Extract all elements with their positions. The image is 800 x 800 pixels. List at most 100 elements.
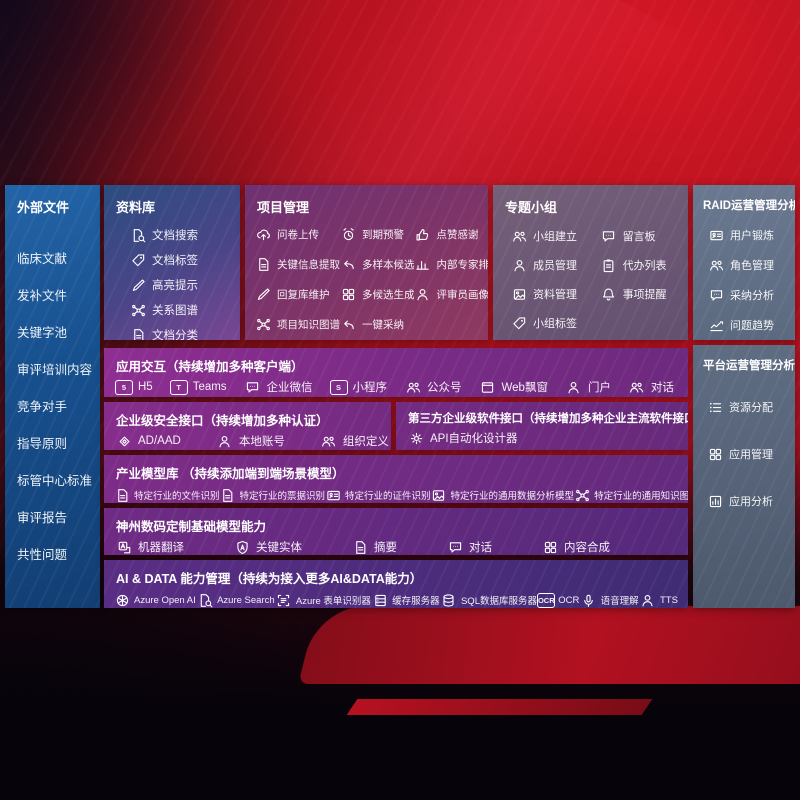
- item-internal-expert-ranking[interactable]: 内部专家排名: [415, 256, 488, 272]
- teams-icon: T: [169, 379, 188, 395]
- item-relation-graph[interactable]: 关系图谱: [130, 302, 240, 318]
- industry-model-title: 产业模型库 （持续添加端到端场景模型）: [116, 467, 345, 481]
- item-summary[interactable]: 摘要: [352, 539, 397, 555]
- item-user-training[interactable]: 用户锻炼: [708, 227, 795, 243]
- item-teams[interactable]: T Teams: [169, 379, 227, 395]
- item-reviewer-profile[interactable]: 评审员画像: [415, 286, 488, 302]
- item-label: 点赞感谢: [436, 228, 479, 241]
- item-label: 摘要: [374, 542, 397, 554]
- security-interface-title: 企业级安全接口（持续增加多种认证）: [116, 414, 329, 428]
- item-doc-classify[interactable]: 文档分类: [130, 327, 240, 340]
- item-review-reports[interactable]: 审评报告: [17, 507, 100, 526]
- item-web-popup[interactable]: Web飘窗: [480, 379, 548, 395]
- official-account-icon: [405, 379, 421, 395]
- item-sql-db-server[interactable]: SQL数据库服务器: [441, 592, 537, 608]
- item-doc-search[interactable]: 文档搜索: [130, 227, 240, 243]
- item-guidelines[interactable]: 指导原则: [17, 433, 100, 452]
- item-group-tags[interactable]: 小组标签: [511, 315, 601, 331]
- ai-data-list: Azure Open AI Azure Search Azure 表单识别器 缓…: [104, 588, 688, 608]
- item-wecom[interactable]: 企业微信: [245, 379, 313, 395]
- item-highlight-tips[interactable]: 高亮提示: [130, 277, 240, 293]
- industry-model-list: 特定行业的文件识别 特定行业的票据识别 特定行业的证件识别 特定行业的通用数据分…: [104, 483, 688, 503]
- item-machine-translation[interactable]: 机器翻译: [116, 539, 184, 555]
- item-expiry-warning[interactable]: 到期预警: [340, 226, 415, 242]
- item-todo-list[interactable]: 代办列表: [601, 257, 682, 273]
- item-industry-file-recognition[interactable]: 特定行业的文件识别: [114, 487, 220, 503]
- multi-candidate-generation-icon: [340, 286, 356, 302]
- item-content-synthesis[interactable]: 内容合成: [542, 539, 610, 555]
- item-label: TTS: [659, 594, 678, 606]
- item-label: Web飘窗: [501, 382, 548, 394]
- security-interface-row: 企业级安全接口（持续增加多种认证） AD/AAD 本地账号 组织定义: [104, 402, 391, 450]
- item-ad-aad[interactable]: AD/AAD: [116, 433, 181, 449]
- item-adoption-analysis[interactable]: 采纳分析: [708, 287, 795, 303]
- item-label: 关键信息提取: [277, 258, 340, 271]
- item-key-entities[interactable]: 关键实体: [234, 539, 302, 555]
- item-like-thanks[interactable]: 点赞感谢: [415, 226, 489, 242]
- item-label: 门户: [587, 382, 611, 394]
- item-keyword-pool[interactable]: 关键字池: [17, 322, 100, 341]
- relation-graph-icon: [130, 302, 146, 318]
- item-miniprogram[interactable]: S 小程序: [329, 379, 387, 395]
- item-app-analysis[interactable]: 应用分析: [707, 493, 795, 509]
- item-group-creation[interactable]: 小组建立: [511, 228, 601, 244]
- local-account-icon: [217, 433, 233, 449]
- item-member-management[interactable]: 成员管理: [511, 257, 601, 273]
- item-one-click-adopt[interactable]: 一键采纳: [340, 316, 415, 332]
- item-voice-understanding[interactable]: 语音理解: [581, 592, 639, 608]
- item-label: 特定行业的票据识别: [239, 491, 326, 502]
- item-industry-bill-recognition[interactable]: 特定行业的票据识别: [220, 487, 326, 503]
- item-common-issues[interactable]: 共性问题: [17, 544, 100, 563]
- item-label: 对话: [650, 382, 674, 394]
- item-standards-center-standards[interactable]: 标管中心标准: [17, 470, 100, 489]
- item-material-management[interactable]: 资料管理: [511, 286, 601, 302]
- item-role-management[interactable]: 角色管理: [708, 257, 795, 273]
- item-official-account[interactable]: 公众号: [405, 379, 462, 395]
- item-local-account[interactable]: 本地账号: [217, 433, 285, 449]
- item-industry-data-analysis-model[interactable]: 特定行业的通用数据分析模型: [431, 487, 574, 503]
- doc-tags-icon: [130, 252, 146, 268]
- item-azure-openai[interactable]: Azure Open AI: [114, 592, 196, 608]
- background-red-shape: [298, 606, 800, 684]
- item-industry-knowledge-graph-model[interactable]: 特定行业的通用知识图谱模型: [574, 487, 688, 503]
- item-questionnaire-upload[interactable]: 问卷上传: [255, 226, 340, 242]
- item-cache-server[interactable]: 缓存服务器: [372, 592, 440, 608]
- item-api-auto-designer[interactable]: API自动化设计器: [408, 430, 518, 446]
- base-model-title: 神州数码定制基础模型能力: [116, 520, 267, 534]
- item-message-board[interactable]: 留言板: [601, 228, 682, 244]
- item-resource-allocation[interactable]: 资源分配: [707, 399, 795, 415]
- item-org-definition[interactable]: 组织定义: [321, 433, 389, 449]
- item-supplement-files[interactable]: 发补文件: [17, 285, 100, 304]
- sql-db-server-icon: [441, 592, 457, 608]
- item-dialogue-model[interactable]: 对话: [447, 539, 492, 555]
- item-matter-reminder[interactable]: 事项提醒: [601, 286, 682, 302]
- item-reply-library-maintenance[interactable]: 回复库维护: [255, 286, 340, 302]
- h5-icon: 5: [115, 379, 133, 395]
- item-clinical-literature[interactable]: 临床文献: [17, 248, 100, 267]
- item-label: 缓存服务器: [392, 596, 440, 607]
- item-ocr[interactable]: OCR OCR: [537, 592, 579, 608]
- item-azure-search[interactable]: Azure Search: [197, 592, 275, 608]
- item-app-management[interactable]: 应用管理: [707, 446, 795, 462]
- item-project-knowledge-graph[interactable]: 项目知识图谱: [255, 316, 340, 332]
- item-portal[interactable]: 门户: [566, 379, 611, 395]
- item-label: Azure Search: [217, 594, 275, 606]
- item-tts[interactable]: TTS: [640, 592, 678, 608]
- item-h5[interactable]: 5 H5: [115, 379, 153, 395]
- app-analysis-icon: [707, 493, 723, 509]
- item-review-training-content[interactable]: 审评培训内容: [17, 359, 100, 378]
- thirdparty-interface-list: API自动化设计器: [396, 427, 688, 446]
- item-competitors[interactable]: 竞争对手: [17, 396, 100, 415]
- wecom-icon: [245, 379, 261, 395]
- item-key-info-extract[interactable]: 关键信息提取: [255, 256, 340, 272]
- item-doc-tags[interactable]: 文档标签: [130, 252, 240, 268]
- item-multi-candidate-generation[interactable]: 多候选生成: [340, 286, 415, 302]
- item-label: 关系图谱: [152, 305, 198, 317]
- item-multi-sample-candidates[interactable]: 多样本候选: [340, 256, 415, 272]
- item-azure-form-recognizer[interactable]: Azure 表单识别器: [276, 592, 371, 608]
- item-issue-trends[interactable]: 问题趋势: [708, 317, 795, 333]
- item-dialogue[interactable]: 对话: [629, 379, 674, 395]
- one-click-adopt-icon: [340, 316, 356, 332]
- item-industry-id-recognition[interactable]: 特定行业的证件识别: [325, 487, 431, 503]
- item-label: 特定行业的通用知识图谱模型: [594, 491, 688, 502]
